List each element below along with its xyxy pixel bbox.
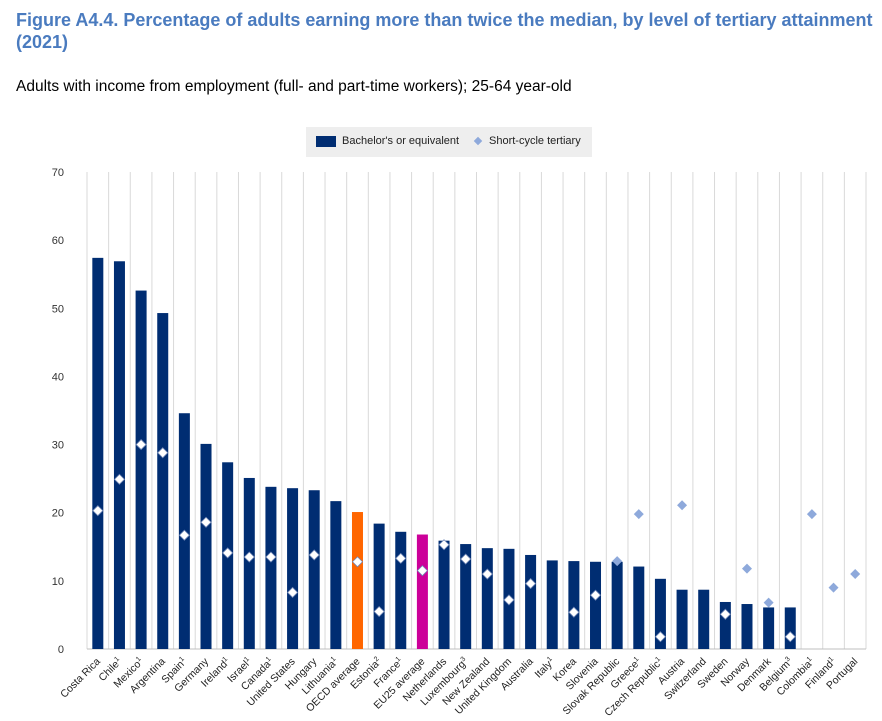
y-tick-label: 20 — [52, 508, 64, 520]
marker-short-cycle — [784, 631, 796, 643]
marker-short-cycle — [308, 549, 320, 561]
marker-short-cycle — [373, 605, 385, 618]
bar-bachelor — [546, 560, 558, 649]
figure-subtitle: Adults with income from employment (full… — [16, 78, 572, 95]
marker-short-cycle — [568, 606, 580, 618]
bar-bachelor — [568, 561, 580, 649]
marker-short-cycle — [438, 539, 450, 551]
marker-short-cycle — [719, 608, 731, 620]
bar-bachelor — [481, 548, 493, 649]
marker-short-cycle — [222, 547, 234, 559]
marker-short-cycle — [677, 500, 688, 511]
chart-legend: Bachelor's or equivalent Short-cycle ter… — [306, 127, 592, 157]
bar-bachelor — [395, 531, 407, 649]
y-tick-label: 70 — [52, 167, 64, 179]
y-tick-label: 0 — [58, 644, 64, 656]
bar-bachelor — [135, 290, 147, 649]
marker-short-cycle — [200, 516, 212, 528]
legend-label-bachelor: Bachelor's or equivalent — [342, 135, 460, 147]
bar-bachelor — [525, 554, 537, 649]
bar-bachelor — [92, 257, 104, 649]
bar-bachelor — [698, 589, 710, 649]
marker-short-cycle — [395, 552, 407, 564]
marker-short-cycle — [806, 509, 817, 520]
y-tick-label: 50 — [52, 303, 64, 315]
y-tick-label: 40 — [52, 371, 64, 383]
y-tick-label: 60 — [52, 235, 64, 247]
bar-bachelor — [654, 578, 666, 649]
bar-bachelor — [373, 523, 385, 649]
bar-bachelor — [784, 607, 796, 649]
bar-bachelor — [633, 566, 645, 649]
marker-short-cycle — [92, 505, 104, 517]
bar-bachelor — [200, 443, 212, 649]
legend-item-short-cycle: Short-cycle tertiary — [471, 135, 581, 147]
marker-short-cycle — [589, 589, 602, 601]
bar-bachelor — [287, 488, 299, 649]
marker-short-cycle — [612, 556, 623, 567]
bar-bachelor — [676, 589, 688, 649]
bar-bachelor — [741, 604, 753, 649]
marker-short-cycle — [178, 529, 190, 541]
bar-bachelor — [157, 313, 169, 649]
marker-short-cycle — [243, 551, 255, 563]
bar-bachelor — [763, 607, 775, 649]
marker-short-cycle — [265, 551, 277, 563]
marker-short-cycle — [741, 563, 752, 574]
bar-bachelor — [719, 601, 731, 649]
bar-bachelor — [611, 561, 623, 649]
marker-short-cycle — [416, 565, 428, 577]
marker-short-cycle — [351, 556, 364, 568]
bar-bachelor — [265, 486, 277, 649]
marker-short-cycle — [654, 631, 666, 643]
short-cycle-diamond-icon — [473, 136, 483, 146]
figure-title: Figure A4.4. Percentage of adults earnin… — [16, 10, 873, 52]
bar-bachelor — [590, 561, 602, 649]
marker-short-cycle — [503, 594, 515, 606]
y-tick-label: 30 — [52, 440, 64, 452]
legend-item-bachelor: Bachelor's or equivalent — [316, 135, 459, 147]
bar-bachelor — [113, 261, 125, 649]
x-tick-label: Costa Rica — [58, 656, 103, 701]
marker-short-cycle — [157, 447, 169, 459]
bar-bachelor — [243, 477, 255, 649]
bar-bachelor — [438, 540, 450, 649]
bar-bachelor — [330, 501, 342, 649]
bar-bachelor — [460, 544, 472, 649]
y-tick-label: 10 — [52, 576, 64, 588]
bar-bachelor — [416, 534, 428, 649]
bachelor-swatch-icon — [316, 135, 336, 147]
marker-short-cycle — [481, 568, 493, 580]
marker-short-cycle — [460, 553, 472, 565]
marker-short-cycle — [135, 439, 147, 451]
marker-short-cycle — [763, 597, 774, 608]
marker-short-cycle — [525, 578, 537, 590]
legend-label-short-cycle: Short-cycle tertiary — [489, 135, 581, 147]
marker-short-cycle — [828, 582, 839, 593]
marker-short-cycle — [113, 473, 126, 485]
bar-bachelor — [351, 512, 363, 649]
bar-bachelor — [308, 490, 320, 649]
marker-short-cycle — [287, 586, 299, 599]
marker-short-cycle — [633, 509, 644, 520]
marker-short-cycle — [850, 569, 861, 580]
